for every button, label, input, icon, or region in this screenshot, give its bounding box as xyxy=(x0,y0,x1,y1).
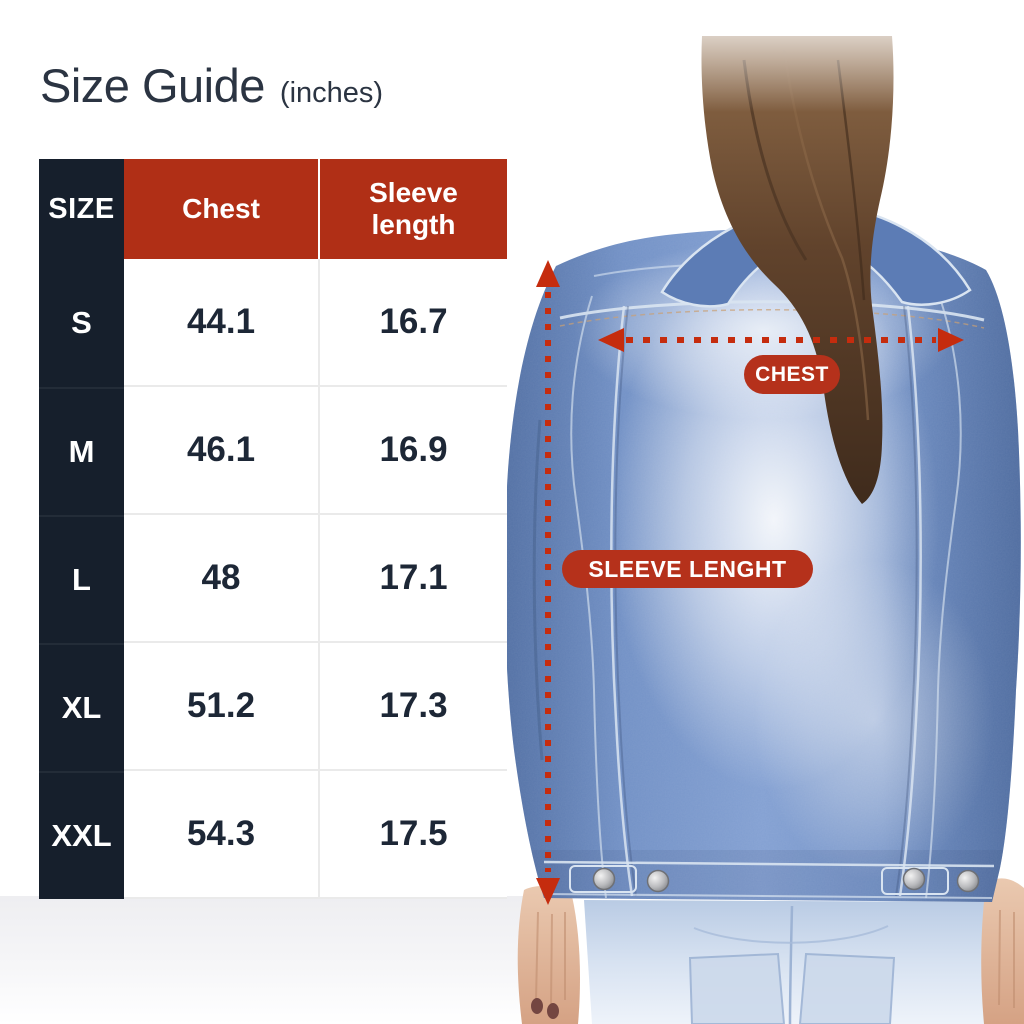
sleeve-value-xl: 17.3 xyxy=(318,643,507,771)
table-header-sleeve-length-label: Sleeve length xyxy=(369,176,458,240)
chest-value-l: 48 xyxy=(124,515,318,643)
table-header-chest: Chest xyxy=(124,159,318,259)
table-header-sleeve-length: Sleeve length xyxy=(318,159,507,259)
right-hand xyxy=(981,878,1024,1024)
title-text: Size Guide xyxy=(40,59,265,112)
size-cell-m: M xyxy=(39,387,124,515)
title-unit: (inches) xyxy=(279,77,384,109)
sleeve-arrow-icon xyxy=(536,260,560,905)
left-hand xyxy=(517,886,580,1024)
model-hair xyxy=(682,0,904,504)
floor-shadow xyxy=(0,896,560,1024)
sleeve-value-xxl: 17.5 xyxy=(318,771,507,899)
model-photo xyxy=(504,0,1024,1024)
chest-arrow-icon xyxy=(598,328,964,352)
size-cell-xxl: XXL xyxy=(39,771,124,899)
sleeve-label-badge: SLEEVE LENGHT xyxy=(562,550,813,588)
chest-value-xl: 51.2 xyxy=(124,643,318,771)
jeans xyxy=(584,900,1004,1024)
chest-value-xxl: 54.3 xyxy=(124,771,318,899)
size-cell-xl: XL xyxy=(39,643,124,771)
sleeve-value-l: 17.1 xyxy=(318,515,507,643)
size-cell-s: S xyxy=(39,259,124,387)
size-cell-l: L xyxy=(39,515,124,643)
size-guide-table: SIZE Chest Sleeve length S 44.1 16.7 M 4… xyxy=(39,159,507,899)
chest-value-m: 46.1 xyxy=(124,387,318,515)
chest-label-badge: CHEST xyxy=(744,355,840,394)
sleeve-value-s: 16.7 xyxy=(318,259,507,387)
page-title: Size Guide (inches) xyxy=(40,58,383,113)
chest-value-s: 44.1 xyxy=(124,259,318,387)
sleeve-value-m: 16.9 xyxy=(318,387,507,515)
hem-buttons xyxy=(592,867,980,893)
table-header-size: SIZE xyxy=(39,159,124,259)
